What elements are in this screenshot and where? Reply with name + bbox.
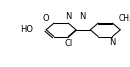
Text: HO: HO <box>20 25 33 34</box>
Text: Cl: Cl <box>64 39 72 48</box>
Text: N: N <box>109 38 116 47</box>
Text: CH₃: CH₃ <box>118 14 130 23</box>
Text: N: N <box>79 12 86 21</box>
Text: N: N <box>65 12 72 21</box>
Text: O: O <box>43 14 49 23</box>
